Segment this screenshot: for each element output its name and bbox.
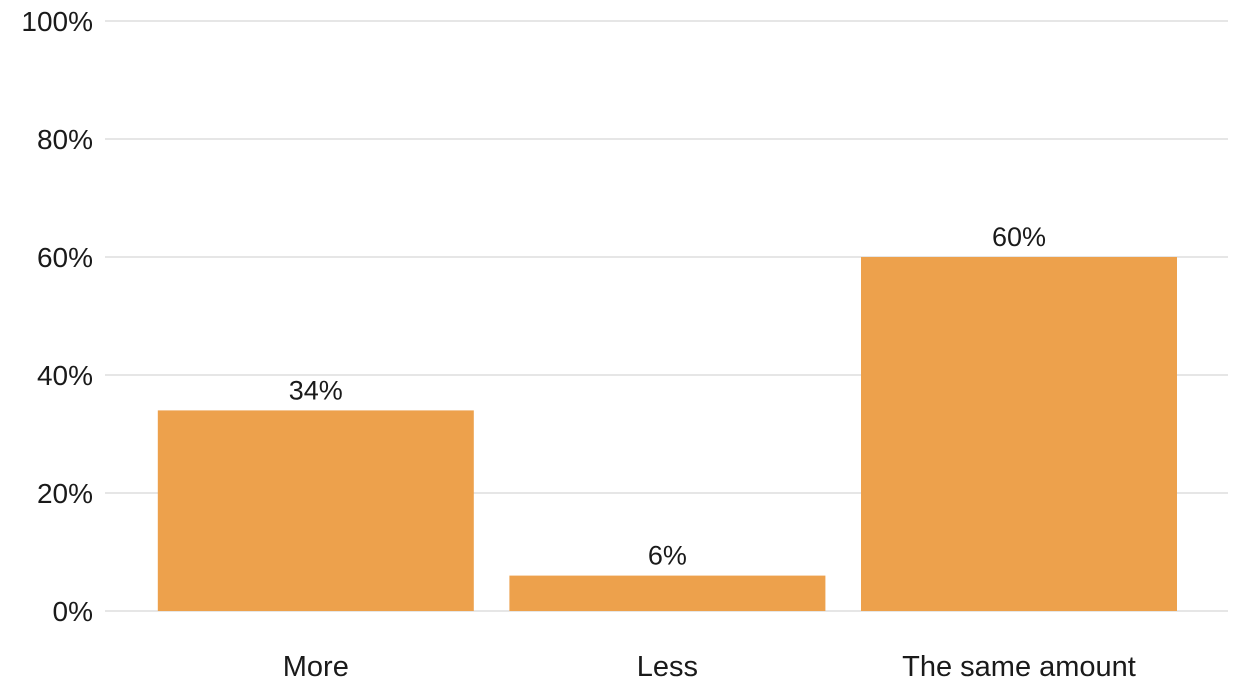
data-label-3: 60%	[992, 222, 1046, 252]
bars	[157, 257, 1177, 611]
data-label-1: 34%	[289, 375, 343, 405]
x-tick-label-3: The same amount	[902, 651, 1136, 683]
bar-2	[509, 575, 826, 611]
bar-3	[861, 257, 1177, 611]
data-labels: 34% 6% 60%	[289, 222, 1046, 571]
y-tick-label-0: 0%	[53, 596, 93, 627]
bar-1	[157, 410, 474, 611]
y-tick-label-80: 80%	[37, 124, 93, 155]
x-tick-label-2: Less	[637, 651, 698, 683]
data-label-2: 6%	[648, 541, 687, 571]
x-axis-ticks: More Less The same amount	[283, 651, 1136, 683]
y-axis-ticks: 0% 20% 40% 60% 80% 100%	[21, 6, 93, 627]
y-tick-label-20: 20%	[37, 478, 93, 509]
y-tick-label-40: 40%	[37, 360, 93, 391]
y-tick-label-60: 60%	[37, 242, 93, 273]
x-tick-label-1: More	[283, 651, 349, 683]
y-tick-label-100: 100%	[21, 6, 93, 37]
